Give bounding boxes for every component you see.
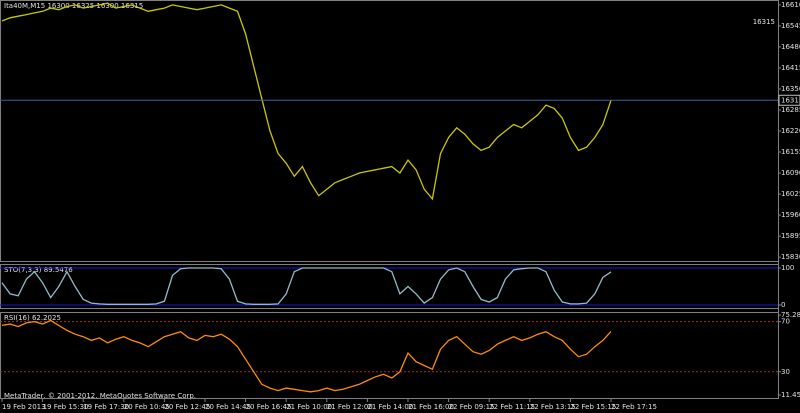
price-box (778, 94, 800, 106)
y-tick-label: 100 (781, 264, 794, 272)
x-tick-label: 21 Feb 10:00 (286, 403, 332, 411)
footer: MetaTrader, © 2001-2012, MetaQuotes Soft… (4, 392, 196, 400)
y-tick-label: 16545 (781, 22, 800, 30)
x-tick-label: 22 Feb 13:15 (530, 403, 576, 411)
x-tick-label: 21 Feb 12:00 (327, 403, 373, 411)
x-tick-label: 22 Feb 17:15 (611, 403, 657, 411)
y-tick-label: 15960 (781, 211, 800, 219)
data-line (1, 267, 612, 305)
data-line (1, 2, 612, 201)
y-tick-label: 16285 (781, 106, 800, 114)
y-tick-label: 15895 (781, 232, 800, 240)
y-tick-label: 15830 (781, 253, 800, 261)
y-tick-label: 16415 (781, 64, 800, 72)
x-tick-label: 20 Feb 12:45 (164, 403, 210, 411)
y-tick-label: 16025 (781, 190, 800, 198)
indicator-title: STO(7,3,3) 89.5476 (4, 266, 73, 274)
y-tick-label: 70 (781, 318, 790, 326)
x-tick-label: 22 Feb 15:15 (570, 403, 616, 411)
big-price: 16315 (753, 18, 775, 26)
indicator-title: RSI(16) 62.2025 (4, 314, 61, 322)
x-tick-label: 19 Feb 17:30 (83, 403, 129, 411)
y-tick-label: 0 (781, 301, 785, 309)
x-tick-label: 20 Feb 14:45 (205, 403, 251, 411)
x-tick-label: 19 Feb 2013 (2, 403, 46, 411)
y-tick-label: 30 (781, 368, 790, 376)
y-tick-label: 16350 (781, 85, 800, 93)
y-tick-label: 16220 (781, 127, 800, 135)
x-tick-label: 20 Feb 16:45 (246, 403, 292, 411)
y-tick-label: 16155 (781, 148, 800, 156)
y-tick-label: 16480 (781, 43, 800, 51)
price-label: 16315 (781, 96, 800, 104)
y-tick-label: 11.4599 (781, 391, 800, 399)
y-tick-label: 16090 (781, 169, 800, 177)
x-tick-label: 22 Feb 09:15 (449, 403, 495, 411)
x-tick-label: 19 Feb 15:30 (43, 403, 89, 411)
chart-title: Ita40M,M15 16300 16325 16300 16315 (4, 2, 143, 10)
x-tick-label: 22 Feb 11:15 (489, 403, 535, 411)
data-line (1, 319, 612, 393)
x-tick-label: 21 Feb 14:00 (367, 403, 413, 411)
x-tick-label: 20 Feb 10:45 (124, 403, 170, 411)
x-tick-label: 21 Feb 16:00 (408, 403, 454, 411)
y-tick-label: 16610 (781, 1, 800, 9)
y-tick-label: 75.2881 (781, 311, 800, 319)
